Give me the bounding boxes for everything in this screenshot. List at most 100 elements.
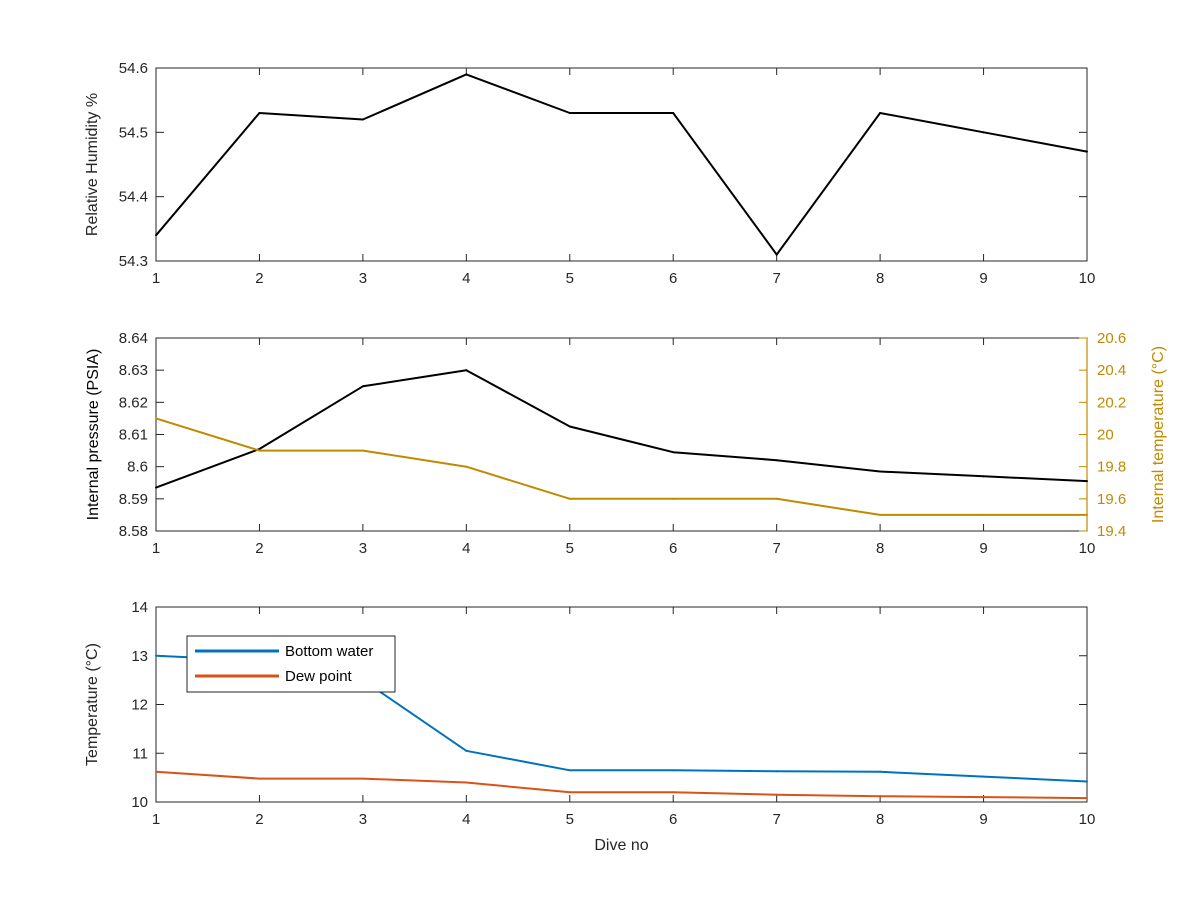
x-tick-label: 8	[876, 811, 884, 828]
x-tick-label: 3	[359, 270, 367, 287]
series-2	[155, 770, 1088, 800]
x-tick-label: 7	[772, 270, 780, 287]
x-tick-label: 10	[1079, 540, 1096, 557]
right-y-tick-label: 20.6	[1097, 330, 1126, 347]
data-point	[465, 369, 468, 372]
x-tick-label: 2	[255, 540, 263, 557]
data-point	[361, 118, 364, 121]
x-tick-label: 3	[359, 540, 367, 557]
right-y-tick-label: 19.8	[1097, 459, 1126, 476]
data-point	[465, 749, 468, 752]
data-point	[155, 654, 157, 657]
data-point	[1086, 797, 1088, 800]
x-tick-label: 1	[152, 540, 160, 557]
subplot-2: 1 2 3 4 5 6 7 8 9 10 8.58 8.59 8.6 8.61 8.62 8.63 8.64 19…	[85, 330, 1167, 557]
x-tick-label: 8	[876, 270, 884, 287]
series-line	[155, 417, 1087, 516]
right-y-tick-label: 20	[1097, 427, 1114, 444]
data-point	[568, 769, 571, 772]
data-point	[568, 425, 571, 428]
y-tick-label: 8.64	[119, 330, 148, 347]
legend-entry-label: Bottom water	[285, 643, 373, 660]
legend: Bottom water Dew point	[186, 635, 396, 693]
data-point	[879, 795, 882, 798]
data-point	[672, 791, 675, 794]
data-point	[982, 475, 985, 478]
x-tick-label: 10	[1079, 270, 1096, 287]
y-tick-label: 8.58	[119, 523, 148, 540]
y-axis-label: Internal pressure (PSIA)	[85, 349, 102, 521]
data-point	[258, 112, 261, 115]
x-tick-label: 4	[462, 540, 470, 557]
data-point	[775, 459, 778, 462]
right-y-tick-label: 19.4	[1097, 523, 1126, 540]
series-line	[155, 770, 1088, 800]
data-point	[361, 385, 364, 388]
y-tick-label: 8.59	[119, 491, 148, 508]
data-point	[568, 791, 571, 794]
data-point	[568, 112, 571, 115]
x-tick-label: 2	[255, 270, 263, 287]
y-axis-label: Relative Humidity %	[84, 93, 101, 236]
data-point	[465, 465, 468, 468]
data-point	[775, 793, 778, 796]
x-tick-label: 2	[255, 811, 263, 828]
x-tick-label: 4	[462, 270, 470, 287]
data-point	[672, 451, 675, 454]
data-point	[155, 234, 157, 237]
x-tick-label: 5	[566, 540, 574, 557]
x-tick-label: 9	[979, 270, 987, 287]
data-point	[775, 253, 778, 256]
y-tick-label: 10	[131, 794, 148, 811]
x-tick-label: 3	[359, 811, 367, 828]
y-tick-label: 54.3	[119, 253, 148, 270]
data-point	[568, 497, 571, 500]
data-point	[982, 775, 985, 778]
y-tick-label: 8.63	[119, 362, 148, 379]
data-point	[672, 769, 675, 772]
y-tick-label: 12	[131, 697, 148, 714]
data-point	[879, 513, 882, 516]
x-tick-label: 4	[462, 811, 470, 828]
x-tick-label: 6	[669, 270, 677, 287]
x-tick-label: 8	[876, 540, 884, 557]
x-tick-label: 6	[669, 540, 677, 557]
right-y-tick-label: 20.2	[1097, 394, 1126, 411]
data-point	[879, 770, 882, 773]
data-point	[361, 449, 364, 452]
x-tick-label: 10	[1079, 811, 1096, 828]
x-axis-label: Dive no	[594, 837, 648, 854]
data-point	[258, 449, 261, 452]
data-point	[775, 497, 778, 500]
plot-area-frame	[155, 337, 1088, 532]
data-point	[982, 513, 985, 516]
y-tick-label: 11	[132, 745, 148, 762]
plot-area-frame	[155, 67, 1088, 262]
y-axis-label: Temperature (°C)	[84, 643, 101, 766]
right-y-tick-label: 19.6	[1097, 491, 1126, 508]
x-tick-label: 5	[566, 811, 574, 828]
data-point	[465, 73, 468, 76]
y-tick-label: 8.6	[127, 459, 148, 476]
data-point	[775, 770, 778, 773]
y-tick-label: 54.5	[119, 124, 148, 141]
series-1	[155, 73, 1088, 256]
y-tick-label: 8.61	[119, 427, 148, 444]
data-point	[1086, 480, 1088, 483]
x-tick-label: 9	[979, 540, 987, 557]
right-y-axis-label: Internal temperature (°C)	[1150, 346, 1167, 523]
data-point	[1086, 513, 1088, 516]
y-tick-label: 54.6	[119, 60, 148, 77]
x-tick-label: 5	[566, 270, 574, 287]
data-point	[155, 770, 157, 773]
x-tick-label: 7	[772, 811, 780, 828]
subplot-1: 1 2 3 4 5 6 7 8 9 10 54.3 54.4 54.5 54.6 Relative Humi…	[84, 60, 1095, 287]
data-point	[672, 497, 675, 500]
y-tick-label: 54.4	[119, 189, 148, 206]
y-tick-label: 14	[131, 599, 148, 616]
data-point	[982, 131, 985, 134]
legend-box	[186, 635, 396, 693]
series-1	[155, 369, 1088, 489]
